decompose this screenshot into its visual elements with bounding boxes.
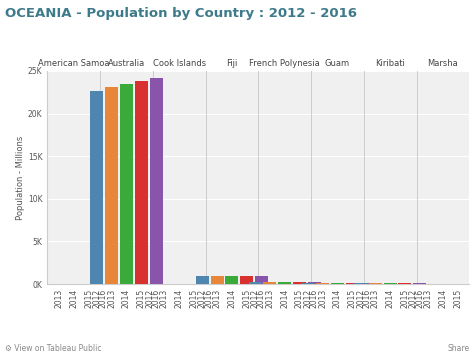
Bar bbox=[226, 276, 238, 284]
Bar bbox=[149, 78, 163, 284]
Bar bbox=[354, 283, 367, 284]
Text: American Samoa: American Samoa bbox=[38, 59, 109, 68]
Bar bbox=[105, 87, 118, 284]
Bar bbox=[316, 283, 329, 284]
Bar bbox=[369, 283, 382, 284]
Text: Cook Islands: Cook Islands bbox=[153, 59, 206, 68]
Bar bbox=[249, 282, 262, 284]
Y-axis label: Population - Millions: Population - Millions bbox=[16, 135, 25, 220]
Bar bbox=[301, 283, 314, 284]
Text: ⚙ View on Tableau Public: ⚙ View on Tableau Public bbox=[5, 344, 101, 353]
Text: Share: Share bbox=[447, 344, 469, 353]
Text: Guam: Guam bbox=[325, 59, 350, 68]
Bar bbox=[196, 277, 209, 284]
Bar bbox=[293, 282, 306, 284]
Bar bbox=[383, 283, 397, 284]
Bar bbox=[264, 282, 276, 284]
Bar bbox=[255, 276, 268, 284]
Bar bbox=[120, 84, 133, 284]
Text: Kiribati: Kiribati bbox=[375, 59, 405, 68]
Bar bbox=[240, 276, 253, 284]
Bar bbox=[308, 282, 321, 284]
Bar bbox=[413, 283, 426, 284]
Bar bbox=[360, 283, 374, 284]
Bar bbox=[211, 277, 224, 284]
Bar bbox=[331, 283, 344, 284]
Text: OCEANIA - Population by Country : 2012 - 2016: OCEANIA - Population by Country : 2012 -… bbox=[5, 7, 357, 20]
Text: Marsha: Marsha bbox=[428, 59, 458, 68]
Bar bbox=[346, 283, 359, 284]
Bar bbox=[135, 81, 148, 284]
Bar bbox=[91, 91, 103, 284]
Text: French Polynesia: French Polynesia bbox=[249, 59, 320, 68]
Text: Fiji: Fiji bbox=[226, 59, 237, 68]
Bar bbox=[278, 282, 291, 284]
Text: Australia: Australia bbox=[108, 59, 145, 68]
Bar bbox=[399, 283, 411, 284]
